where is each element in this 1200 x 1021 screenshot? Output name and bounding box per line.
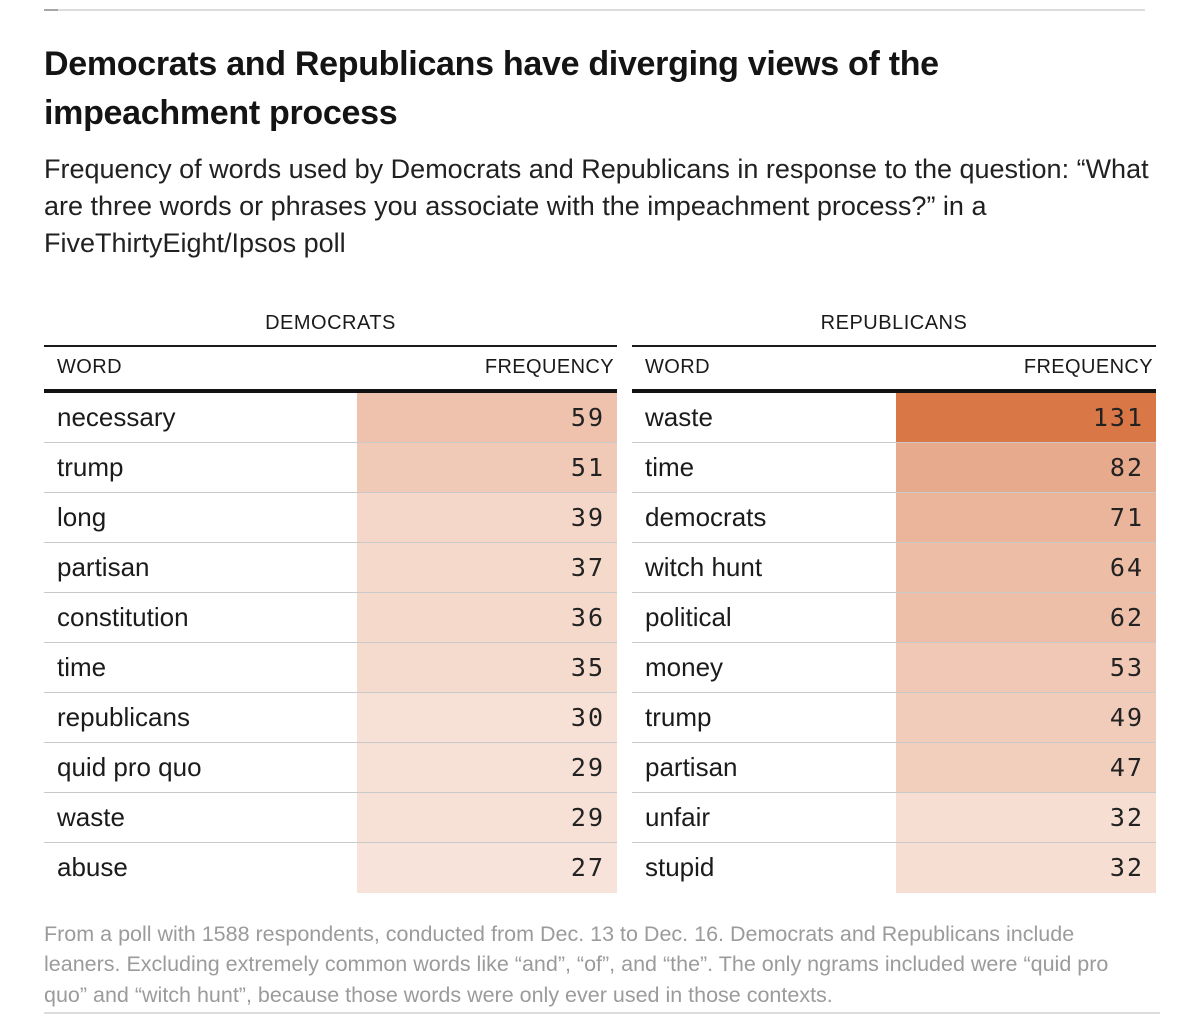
frequency-cell: 53 [896,642,1156,692]
word-cell: waste [57,801,125,832]
republicans-body-rule [632,388,1156,393]
table-row: witch hunt 64 [632,542,1156,593]
frequency-cell: 59 [357,392,617,442]
frequency-cell: 62 [896,592,1156,642]
democrats-body-rule [44,388,617,393]
frequency-cell: 27 [357,842,617,893]
frequency-cell: 36 [357,592,617,642]
frequency-cell: 29 [357,742,617,792]
frequency-cell: 32 [896,842,1156,893]
frequency-cell: 71 [896,492,1156,542]
table-row: waste 29 [44,792,617,843]
word-cell: democrats [645,501,767,532]
bottom-divider [44,1012,1160,1014]
table-row: time 35 [44,642,617,693]
word-cell: quid pro quo [57,751,202,782]
word-cell: time [57,651,107,682]
table-title-democrats: DEMOCRATS [265,311,396,334]
republicans-frequency-column-label: FREQUENCY [1023,356,1153,379]
republicans-header-rule [632,344,1156,347]
frequency-cell: 47 [896,742,1156,792]
table-row: money 53 [632,642,1156,693]
table-democrats: DEMOCRATS WORD FREQUENCY necessary 59 trum… [44,312,617,893]
word-cell: unfair [645,801,711,832]
chart-subtitle: Frequency of words used by Democrats and… [44,153,1149,258]
frequency-cell: 29 [357,792,617,842]
chart-footnote: From a poll with 1588 respondents, condu… [44,921,1109,1007]
frequency-cell: 35 [357,642,617,692]
top-divider [44,9,1145,11]
word-cell: partisan [645,751,738,782]
table-row: partisan 47 [632,742,1156,793]
table-row: republicans 30 [44,692,617,743]
table-row: abuse 27 [44,842,617,893]
word-cell: abuse [57,852,128,883]
frequency-cell: 131 [896,392,1156,442]
tables-region: DEMOCRATS WORD FREQUENCY necessary 59 trum… [44,312,1156,893]
democrats-word-column-label: WORD [57,356,122,379]
word-cell: witch hunt [645,551,763,582]
table-row: time 82 [632,442,1156,493]
table-row: trump 49 [632,692,1156,743]
republicans-rows: waste 131 time 82 democrats 71 witch hunt 64 pol… [632,392,1156,893]
chart-title: Democrats and Republicans have diverging… [44,45,939,133]
word-cell: money [645,651,724,682]
frequency-cell: 39 [357,492,617,542]
word-cell: long [57,501,107,532]
frequency-cell: 82 [896,442,1156,492]
democrats-frequency-column-label: FREQUENCY [484,356,614,379]
word-cell: necessary [57,401,176,432]
word-cell: constitution [57,601,189,632]
republicans-column-header: WORD FREQUENCY [632,347,1156,389]
democrats-rows: necessary 59 trump 51 long 39 partisan 37 consti… [44,392,617,893]
table-title-republicans: REPUBLICANS [820,311,968,334]
frequency-cell: 30 [357,692,617,742]
table-row: stupid 32 [632,842,1156,893]
word-cell: trump [57,451,124,482]
table-row: partisan 37 [44,542,617,593]
table-row: quid pro quo 29 [44,742,617,793]
word-cell: waste [645,401,713,432]
word-cell: time [645,451,695,482]
table-row: unfair 32 [632,792,1156,843]
table-row: long 39 [44,492,617,543]
table-row: political 62 [632,592,1156,643]
word-cell: political [645,601,732,632]
table-row: necessary 59 [44,392,617,443]
word-cell: stupid [645,852,715,883]
frequency-cell: 49 [896,692,1156,742]
table-row: trump 51 [44,442,617,493]
democrats-column-header: WORD FREQUENCY [44,347,617,389]
republicans-word-column-label: WORD [645,356,710,379]
table-row: constitution 36 [44,592,617,643]
frequency-cell: 32 [896,792,1156,842]
word-cell: republicans [57,701,190,732]
table-row: waste 131 [632,392,1156,443]
frequency-cell: 37 [357,542,617,592]
table-republicans: REPUBLICANS WORD FREQUENCY waste 131 time 8… [632,312,1156,893]
word-cell: trump [645,701,712,732]
frequency-cell: 64 [896,542,1156,592]
word-cell: partisan [57,551,150,582]
democrats-header-rule [44,344,617,347]
table-row: democrats 71 [632,492,1156,543]
frequency-cell: 51 [357,442,617,492]
